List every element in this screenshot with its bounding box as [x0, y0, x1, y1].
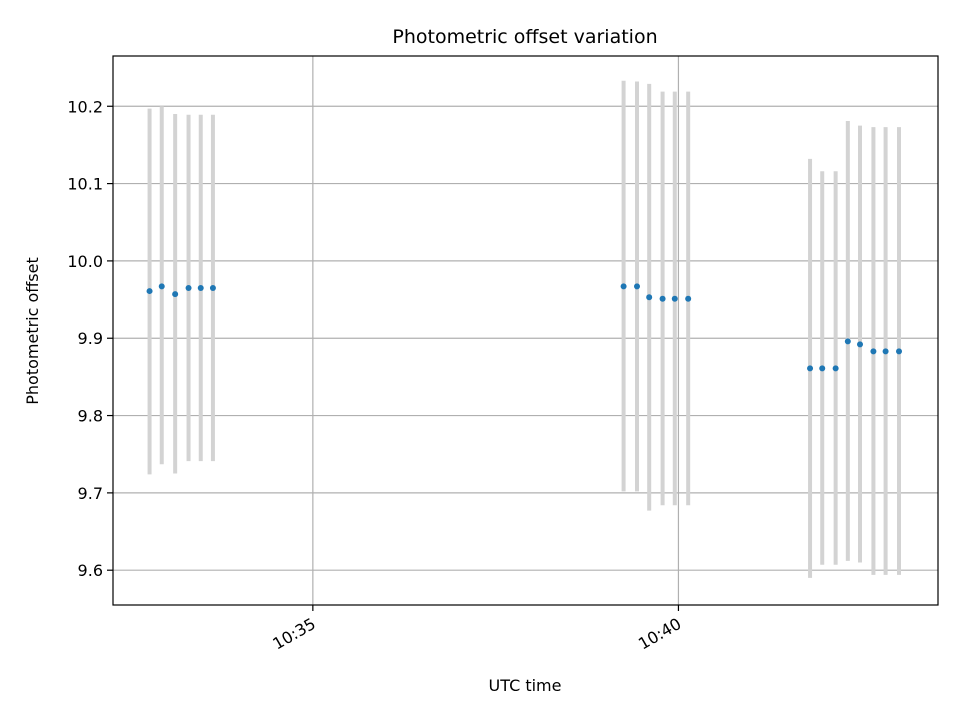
data-point — [197, 284, 204, 291]
plot-area — [112, 55, 939, 606]
chart-title: Photometric offset variation — [392, 26, 657, 48]
data-point — [807, 365, 814, 372]
y-tick-label: 9.7 — [78, 484, 103, 503]
data-point — [844, 338, 851, 345]
grid — [113, 56, 938, 605]
y-tick-label: 10.1 — [67, 175, 103, 194]
data-point — [209, 284, 216, 291]
data-point — [172, 291, 179, 298]
y-tick-label: 10.2 — [67, 97, 103, 116]
y-tick-label: 10.0 — [67, 252, 103, 271]
data-point — [857, 341, 864, 348]
data-point — [896, 348, 903, 355]
data-point — [620, 283, 627, 290]
data-point — [882, 348, 889, 355]
y-tick-label: 9.9 — [78, 329, 103, 348]
data-points — [146, 283, 903, 372]
data-point — [646, 294, 653, 301]
plot-frame — [112, 55, 939, 606]
y-axis-ticks: 9.6 9.7 9.8 9.9 10.0 10.1 10.2 — [67, 97, 113, 580]
data-point — [870, 348, 877, 355]
data-point — [659, 295, 666, 302]
y-tick-label: 9.8 — [78, 407, 103, 426]
data-point — [685, 295, 692, 302]
data-point — [671, 295, 678, 302]
x-axis-title: UTC time — [489, 676, 562, 695]
y-axis-title: Photometric offset — [23, 257, 42, 405]
data-point — [634, 283, 641, 290]
data-point — [146, 288, 153, 295]
data-point — [819, 365, 826, 372]
data-point — [832, 365, 839, 372]
y-tick-label: 9.6 — [78, 561, 103, 580]
data-point — [185, 284, 192, 291]
plot-background — [113, 56, 938, 605]
data-point — [158, 283, 165, 290]
